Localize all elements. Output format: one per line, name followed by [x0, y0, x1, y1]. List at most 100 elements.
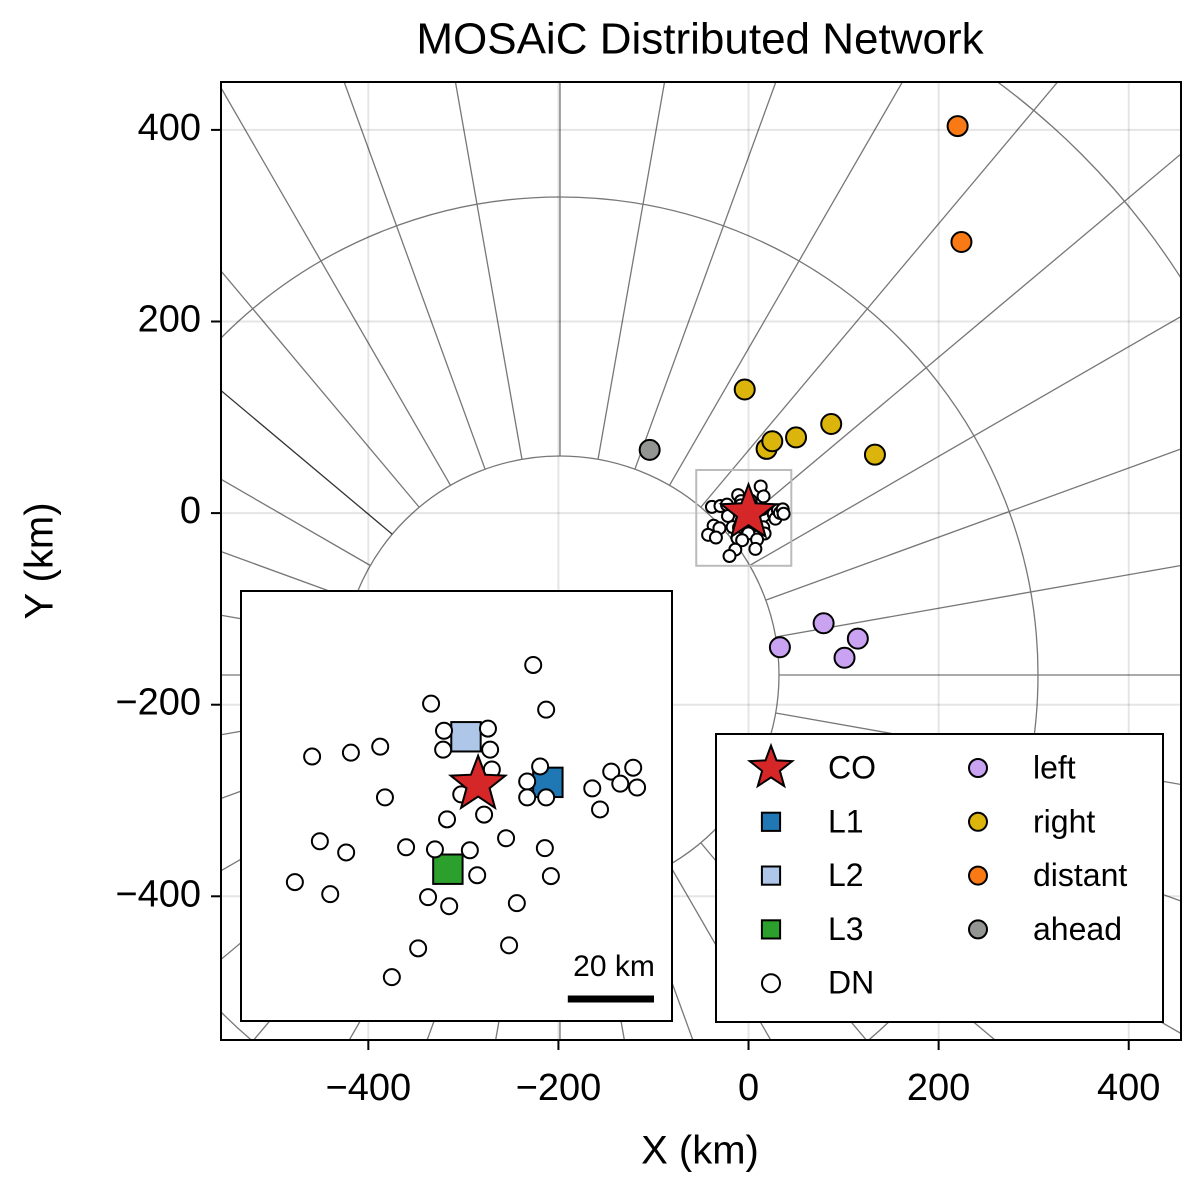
- inset-point: [441, 898, 457, 914]
- inset-point: [509, 895, 525, 911]
- point: [762, 431, 782, 451]
- inset-point: [338, 844, 354, 860]
- meridian: [47, 0, 485, 469]
- inset-point: [312, 833, 328, 849]
- point: [951, 232, 971, 252]
- x-tick-label: 400: [1097, 1067, 1160, 1109]
- legend-label: DN: [828, 965, 874, 1001]
- inset-point: [384, 969, 400, 985]
- meridian: [0, 0, 370, 566]
- meridian: [635, 0, 1073, 469]
- meridian: [750, 0, 1200, 566]
- legend-marker: [969, 920, 987, 938]
- meridian: [0, 0, 419, 507]
- inset-point: [519, 773, 535, 789]
- inset-point: [469, 867, 485, 883]
- legend-marker: [762, 974, 780, 992]
- y-tick-label: 200: [138, 299, 201, 341]
- inset-point: [482, 742, 498, 758]
- legend-marker: [969, 759, 987, 777]
- point: [848, 629, 868, 649]
- inset-point: [427, 841, 443, 857]
- inset-point: [629, 780, 645, 796]
- inset-point: [398, 839, 414, 855]
- x-tick-label: −200: [516, 1067, 602, 1109]
- inset-point: [543, 868, 559, 884]
- inset-point: [476, 807, 492, 823]
- inset-point: [538, 702, 554, 718]
- inset-point: [287, 874, 303, 890]
- inset-point: [537, 840, 553, 856]
- point: [735, 380, 755, 400]
- inset-point: [410, 940, 426, 956]
- meridian: [300, 0, 522, 459]
- x-tick-label: 200: [907, 1067, 970, 1109]
- legend-label: distant: [1033, 857, 1127, 893]
- inset-point: [423, 696, 439, 712]
- meridian: [0, 0, 392, 534]
- inset-point: [304, 749, 320, 765]
- legend-label: left: [1033, 749, 1076, 785]
- point: [758, 490, 770, 502]
- inset-point: [420, 889, 436, 905]
- meridian: [766, 162, 1200, 600]
- inset-point: [343, 745, 359, 761]
- point: [640, 440, 660, 460]
- meridian: [776, 415, 1200, 637]
- legend-marker: [762, 867, 780, 885]
- point: [710, 532, 722, 544]
- legend-label: L3: [828, 911, 864, 947]
- inset-point: [451, 722, 480, 751]
- legend-label: ahead: [1033, 911, 1122, 947]
- inset-point: [462, 842, 478, 858]
- y-tick-label: 0: [180, 490, 201, 532]
- point: [814, 613, 834, 633]
- point: [821, 414, 841, 434]
- x-tick-label: −400: [326, 1067, 412, 1109]
- inset-point: [498, 830, 514, 846]
- scale-bar-label: 20 km: [573, 950, 655, 983]
- legend-marker: [969, 867, 987, 885]
- point: [724, 550, 736, 562]
- inset-point: [372, 739, 388, 755]
- point: [749, 543, 761, 555]
- x-axis-label: X (km): [641, 1129, 759, 1173]
- inset-point: [519, 789, 535, 805]
- y-tick-label: −200: [115, 682, 201, 724]
- inset-point: [625, 760, 641, 776]
- legend-label: right: [1033, 803, 1095, 839]
- point: [835, 648, 855, 668]
- inset-point: [525, 657, 541, 673]
- meridian: [598, 0, 820, 459]
- inset-point: [433, 855, 462, 884]
- inset-point: [322, 886, 338, 902]
- legend-label: L2: [828, 857, 864, 893]
- inset-point: [612, 776, 628, 792]
- inset-point: [501, 937, 517, 953]
- inset-point: [439, 811, 455, 827]
- point: [865, 445, 885, 465]
- inset-point: [377, 789, 393, 805]
- meridian: [0, 0, 451, 485]
- y-tick-label: 400: [138, 107, 201, 149]
- y-tick-label: −400: [115, 873, 201, 915]
- inset-point: [532, 758, 548, 774]
- point: [948, 116, 968, 136]
- inset-point: [592, 801, 608, 817]
- inset-point: [435, 742, 451, 758]
- chart-title: MOSAiC Distributed Network: [416, 15, 984, 64]
- inset-point: [538, 789, 554, 805]
- legend-marker: [762, 813, 780, 831]
- legend-label: CO: [828, 749, 876, 785]
- legend-marker: [762, 920, 780, 938]
- inset-point: [436, 723, 452, 739]
- point: [778, 508, 790, 520]
- legend-marker: [969, 813, 987, 831]
- y-axis-label: Y (km): [18, 502, 62, 619]
- legend-label: L1: [828, 803, 864, 839]
- point: [770, 637, 790, 657]
- inset-point: [480, 721, 496, 737]
- point: [786, 427, 806, 447]
- inset-point: [584, 780, 600, 796]
